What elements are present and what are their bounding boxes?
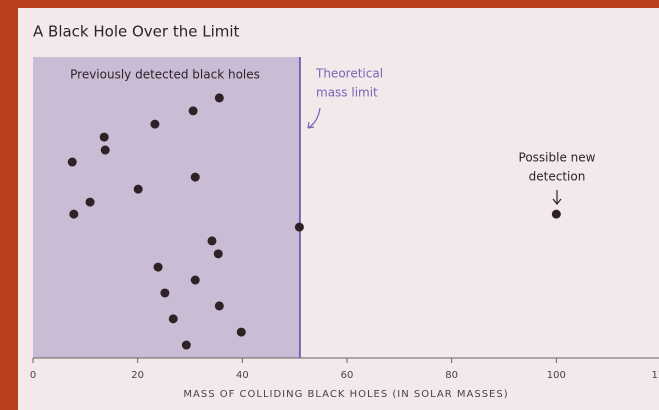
limit-label: Theoretical: [315, 67, 383, 81]
point: [160, 288, 170, 298]
point: [69, 209, 79, 219]
point: [85, 197, 95, 207]
point: [214, 301, 224, 311]
x-tick-label: 20: [131, 370, 144, 381]
x-tick-label: 80: [445, 370, 458, 381]
detection-arrow: [552, 190, 562, 205]
x-axis-label: MASS OF COLLIDING BLACK HOLES (IN SOLAR …: [183, 389, 508, 400]
x-tick-label: 60: [341, 370, 354, 381]
point: [236, 327, 246, 337]
point: [213, 249, 223, 259]
point: [67, 157, 77, 167]
limit-arrow: [307, 107, 321, 129]
point: [294, 222, 304, 232]
point: [551, 209, 561, 219]
point: [168, 314, 178, 324]
point: [99, 132, 109, 142]
x-tick-label: 100: [547, 370, 566, 381]
detection-label: detection: [529, 170, 586, 184]
point: [100, 145, 110, 155]
x-tick-label: 0: [30, 370, 36, 381]
detection-label: Possible new: [519, 151, 596, 165]
point: [188, 106, 198, 116]
point: [133, 184, 143, 194]
point: [207, 236, 217, 246]
x-tick-label: 120: [651, 370, 659, 381]
point: [190, 275, 200, 285]
point: [153, 262, 163, 272]
point: [150, 119, 160, 129]
chart-title: A Black Hole Over the Limit: [33, 23, 240, 41]
point: [181, 340, 191, 350]
point: [190, 172, 200, 182]
limit-label: mass limit: [316, 86, 378, 100]
point: [214, 93, 224, 103]
x-tick-label: 40: [236, 370, 249, 381]
previous-region: [33, 57, 300, 358]
region-label: Previously detected black holes: [70, 68, 260, 82]
